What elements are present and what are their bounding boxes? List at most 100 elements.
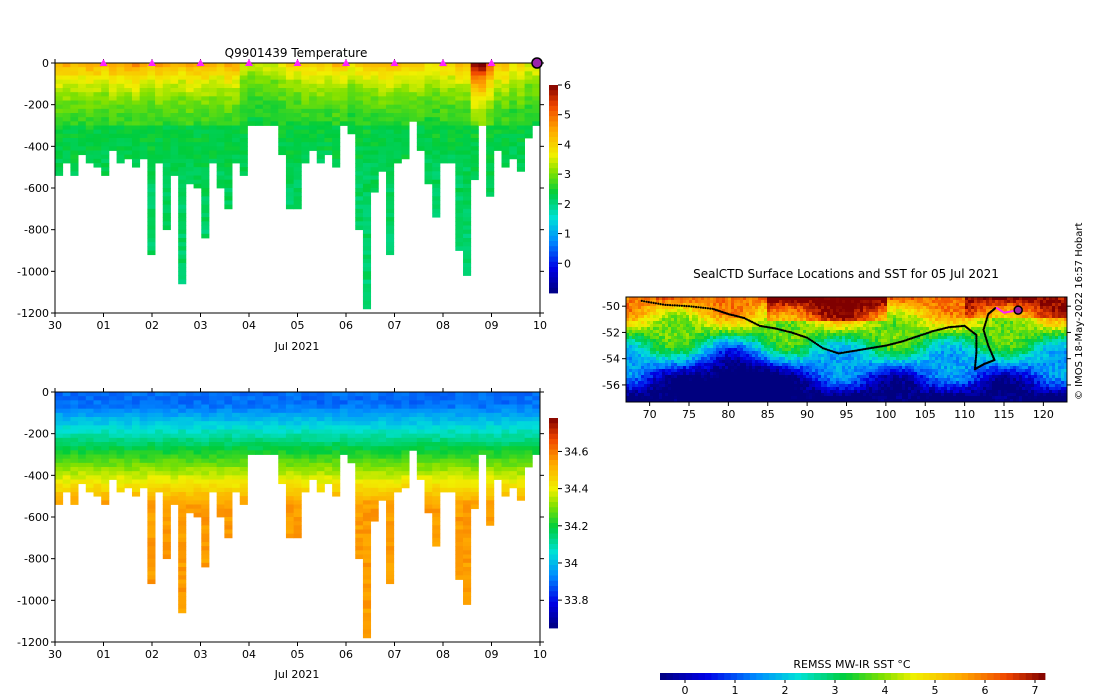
sal-cell [62, 404, 71, 410]
temp-cell [355, 138, 364, 143]
sal-cell [85, 458, 94, 464]
sal-cell [339, 429, 348, 435]
sal-cell [178, 529, 187, 535]
sal-cell [362, 542, 372, 547]
sal-cell [155, 475, 164, 480]
sal-cell [478, 442, 487, 447]
temp-cell [178, 100, 187, 106]
temp-cell [509, 125, 518, 131]
temp-cell [439, 79, 449, 85]
x-tick-label: 08 [436, 648, 450, 661]
temp-cell [101, 113, 110, 118]
temp-cell [278, 133, 287, 139]
temp-cell [55, 88, 64, 93]
temp-cell [486, 158, 495, 164]
sal-cell [55, 487, 64, 493]
sal-cell [362, 483, 372, 489]
temp-cell [55, 129, 64, 135]
sal-cell [55, 462, 64, 468]
sst-cell [905, 312, 909, 316]
temp-cell [239, 171, 248, 176]
temp-cell [108, 83, 117, 89]
sst-cell [899, 300, 903, 304]
temp-cell [509, 142, 518, 147]
sst-cell [671, 300, 675, 304]
sal-cell [386, 404, 395, 410]
sal-cell [131, 450, 141, 455]
temp-cell [432, 167, 441, 172]
sal-cell [424, 475, 433, 480]
sal-cell [116, 450, 125, 455]
temp-cell [386, 221, 395, 226]
temp-cell [401, 75, 410, 81]
sal-cell [170, 479, 179, 485]
sal-cell [432, 437, 441, 443]
sal-cell [178, 467, 187, 472]
sst-cell [983, 312, 987, 316]
sal-cell [124, 483, 133, 489]
sst-cell [944, 300, 948, 304]
sal-cell [185, 396, 194, 401]
temp-cell [532, 108, 541, 114]
temp-cell [232, 150, 241, 156]
temp-cell [370, 100, 379, 106]
y-tick-label: 0 [42, 386, 49, 399]
sst-cell [746, 312, 750, 316]
sal-cell [386, 508, 395, 514]
temp-cell [501, 125, 510, 131]
temp-cell [124, 83, 133, 89]
sal-cell [355, 404, 364, 410]
temp-cell [447, 129, 456, 135]
sal-cell [124, 396, 133, 401]
temp-cell [178, 96, 187, 101]
sal-cell [147, 500, 156, 505]
sal-cell [378, 425, 387, 430]
sal-cell [170, 392, 179, 397]
sal-cell [301, 483, 310, 489]
sal-cell [124, 408, 133, 414]
temp-cell [516, 142, 525, 147]
sal-cell [455, 546, 464, 551]
sst-cell [986, 321, 990, 325]
sst-cell [635, 306, 639, 310]
sst-cell [737, 318, 741, 322]
sal-cell [239, 429, 248, 435]
sal-cell [239, 496, 248, 501]
temp-cell [470, 113, 479, 118]
sal-cell [285, 521, 295, 526]
sal-cell [439, 462, 449, 468]
sst-cell [746, 303, 750, 307]
sal-cell [224, 454, 233, 460]
temp-cell [108, 104, 117, 110]
sst-cell [845, 309, 849, 313]
sal-cell [278, 437, 287, 443]
sal-cell [178, 537, 187, 543]
profile-marker [293, 59, 302, 66]
temp-cell [147, 238, 156, 243]
sal-cell [316, 483, 325, 489]
temp-cell [447, 67, 456, 72]
sst-cell [962, 309, 966, 313]
sst-cell [914, 315, 918, 319]
temp-cell [278, 100, 287, 106]
sst-cell [941, 297, 945, 301]
sal-cell [309, 475, 318, 480]
sst-cell [869, 297, 873, 301]
temp-cell [185, 63, 194, 68]
temp-cell [355, 121, 364, 126]
temp-cell [116, 100, 125, 106]
sal-cell [370, 404, 379, 410]
sal-cell [201, 454, 210, 460]
sal-cell [162, 446, 171, 451]
sst-cell [875, 318, 879, 322]
sst-cell [743, 312, 747, 316]
sst-cell [1061, 303, 1065, 307]
sst-cell [827, 297, 831, 301]
temp-cell [85, 67, 94, 72]
sst-cell [926, 303, 930, 307]
sal-cell [532, 400, 541, 405]
temp-cell [486, 88, 495, 93]
sst-cell [743, 309, 747, 313]
sal-cell [370, 492, 379, 497]
sst-cell [1025, 318, 1029, 322]
